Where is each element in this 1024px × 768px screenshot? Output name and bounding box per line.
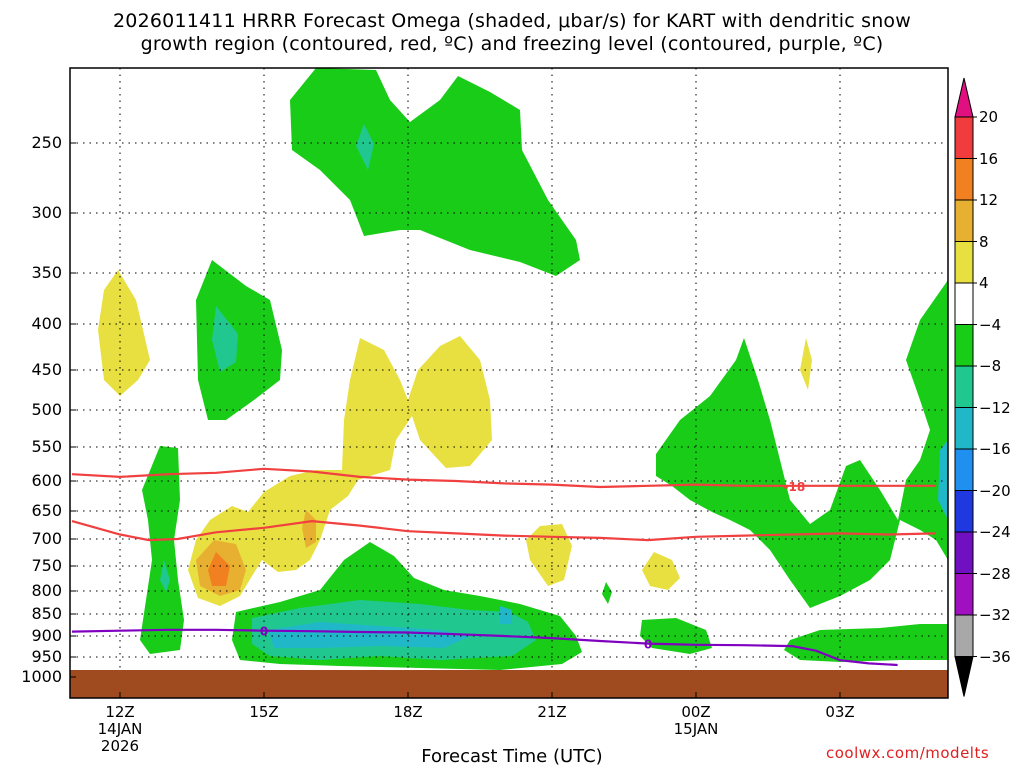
y-tick-label: 550: [31, 437, 62, 456]
omega-shade-green-column-12z: [140, 446, 184, 654]
y-tick-label: 450: [31, 360, 62, 379]
colorbar-label: −32: [979, 606, 1011, 624]
colorbar-segment: [954, 158, 974, 201]
x-tick-label: 15Z: [249, 703, 279, 721]
colorbar-segment: [954, 448, 974, 491]
x-tick-label: 21Z: [537, 703, 567, 721]
colorbar: [954, 77, 977, 697]
y-tick-label: 900: [31, 626, 62, 645]
colorbar-segment: [954, 241, 974, 284]
colorbar-segment: [954, 490, 974, 533]
y-tick-label: 500: [31, 400, 62, 419]
y-tick-label: 250: [31, 133, 62, 152]
colorbar-label: 12: [979, 191, 999, 209]
x-tick-label: 18Z: [393, 703, 423, 721]
contour-label: 0: [260, 625, 268, 639]
y-tick-label: 850: [31, 604, 62, 623]
colorbar-label: 16: [979, 149, 999, 168]
omega-shade-teal-blob-400: [212, 306, 238, 372]
contour-label: -18: [784, 480, 806, 494]
y-tick-label: 400: [31, 314, 62, 333]
omega-shade-teal-column-12z: [160, 560, 170, 592]
colorbar-segment: [954, 407, 974, 450]
y-tick-label: 800: [31, 581, 62, 600]
source-credit: coolwx.com/modelts: [826, 744, 990, 762]
vertical-gridlines: [119, 68, 841, 670]
colorbar-label: −12: [979, 398, 1011, 417]
contour-line-2: [71, 628, 898, 667]
omega-shade-lower-cyan-spot: [500, 606, 512, 624]
contour-line-1: [71, 519, 937, 542]
omega-shade-green-blob-400: [196, 260, 282, 420]
colorbar-segment: [954, 199, 974, 242]
colorbar-label: 8: [979, 232, 989, 251]
colorbar-segment: [954, 324, 974, 367]
x-tick-label: 12Z 14JAN 2026: [97, 703, 143, 755]
colorbar-segment: [954, 531, 974, 574]
colorbar-segment: [954, 116, 974, 159]
y-tick-label: 700: [31, 529, 62, 548]
x-tick-label: 03Z: [825, 703, 855, 721]
plot-frame: [69, 67, 949, 699]
ground-surface: [70, 670, 948, 698]
y-tick-label: 600: [31, 471, 62, 490]
colorbar-label: 20: [979, 108, 999, 126]
omega-shade-right-green: [656, 280, 948, 608]
contour-lines: [71, 467, 937, 667]
omega-shade-lower-cyan-band: [268, 622, 470, 648]
y-tick-label: 750: [31, 556, 62, 575]
y-tick-label: 350: [31, 263, 62, 282]
colorbar-segment: [954, 282, 974, 325]
colorbar-segment: [954, 573, 974, 616]
omega-shade-right-cyan: [938, 440, 948, 520]
omega-shade-upper-teal: [356, 124, 374, 170]
x-tick-label: 00Z 15JAN: [673, 703, 719, 738]
colorbar-label: −4: [979, 315, 1002, 334]
y-tick-label: 300: [31, 203, 62, 222]
omega-shade-yellow-0130z: [800, 338, 812, 390]
contour-labels: -18 0 0: [260, 480, 806, 652]
colorbar-label: −8: [979, 357, 1002, 375]
colorbar-label: −24: [979, 523, 1011, 541]
colorbar-bottom-arrow: [954, 656, 974, 697]
omega-shade-right-lower-green: [784, 624, 948, 662]
omega-shade-yellow-center: [188, 336, 492, 606]
colorbar-segment: [954, 614, 974, 657]
y-tick-label: 1000: [21, 667, 62, 686]
colorbar-top-arrow: [954, 77, 974, 118]
omega-shade-upper-green: [290, 68, 580, 276]
colorbar-label: −16: [979, 440, 1011, 458]
omega-shading: [70, 68, 948, 698]
omega-shade-yellow-23z: [642, 552, 680, 590]
omega-shade-green-small-22z: [602, 582, 612, 604]
colorbar-label: −28: [979, 564, 1011, 583]
axis-ticks: [70, 142, 841, 698]
contour-label: 0: [644, 638, 652, 652]
omega-shade-yellow-400: [98, 270, 150, 396]
y-tick-label: 650: [31, 501, 62, 520]
contour-line-0: [71, 467, 936, 489]
y-tick-label: 950: [31, 647, 62, 666]
omega-shade-darkorange-14z: [208, 552, 230, 586]
chart-title-line-1: 2026011411 HRRR Forecast Omega (shaded, …: [113, 10, 911, 32]
colorbar-label: 4: [979, 274, 989, 292]
colorbar-label: −20: [979, 481, 1011, 500]
colorbar-segment: [954, 365, 974, 408]
x-axis-label: Forecast Time (UTC): [421, 746, 603, 767]
omega-shade-yellow-21z: [526, 524, 572, 586]
colorbar-label: −36: [979, 647, 1011, 666]
chart-title-line-2: growth region (contoured, red, ºC) and f…: [140, 33, 884, 55]
